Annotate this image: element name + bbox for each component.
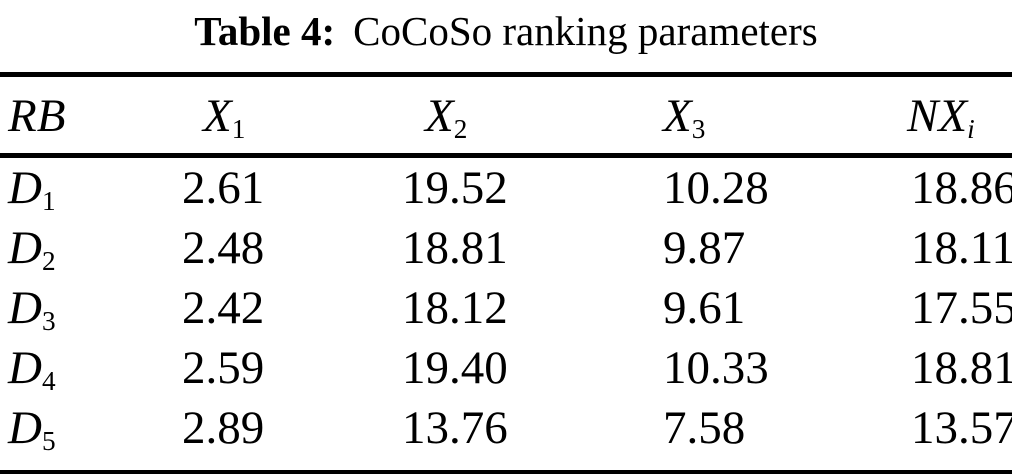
row-label-d2: D2 [8, 222, 56, 276]
table-caption-label: Table 4: [194, 8, 336, 54]
cell-d4-x3: 10.33 [663, 342, 769, 394]
row-label-d1: D1 [8, 162, 56, 216]
cell-d2-nxi: 18.11 [911, 222, 1012, 274]
table-header: RB X1 X2 X3 NXi [0, 74, 1012, 158]
cell-d2-x1: 2.48 [182, 222, 265, 274]
cell-d1-x3: 10.28 [663, 162, 769, 214]
table-caption-text: CoCoSo ranking parameters [353, 8, 818, 54]
row-label-d5: D5 [8, 402, 56, 456]
cell-d1-nxi: 18.86 [911, 162, 1012, 214]
row-label-d3: D3 [8, 282, 56, 336]
cell-d3-x1: 2.42 [182, 282, 265, 334]
header-cell-x1: X1 [174, 74, 394, 158]
cell-d3-x3: 9.61 [663, 282, 746, 334]
cell-d5-x1: 2.89 [182, 402, 265, 454]
cell-d5-x3: 7.58 [663, 402, 746, 454]
cell-d5-x2: 13.76 [402, 402, 508, 454]
cell-d5-nxi: 13.57 [911, 402, 1012, 454]
header-cell-rb: RB [0, 74, 174, 158]
cell-d2-x3: 9.87 [663, 222, 746, 274]
header-cell-nxi: NXi [903, 74, 1012, 158]
header-cell-x3: X3 [655, 74, 903, 158]
header-row: RB X1 X2 X3 NXi [0, 74, 1012, 158]
table-row-d5: D5 2.89 13.76 7.58 13.57 [0, 398, 1012, 472]
cell-d3-nxi: 17.55 [911, 282, 1012, 334]
table-row-d2: D2 2.48 18.81 9.87 18.11 [0, 218, 1012, 278]
cell-d4-x1: 2.59 [182, 342, 265, 394]
cell-d4-x2: 19.40 [402, 342, 508, 394]
cell-d2-x2: 18.81 [402, 222, 508, 274]
table-body: D1 2.61 19.52 10.28 18.86 D2 2.48 18.81 … [0, 156, 1012, 473]
row-label-d4: D4 [8, 342, 56, 396]
table-row-d3: D3 2.42 18.12 9.61 17.55 [0, 278, 1012, 338]
cocoso-parameters-table: RB X1 X2 X3 NXi D1 2.61 19.52 10.28 18.8… [0, 72, 1012, 474]
table-row-d4: D4 2.59 19.40 10.33 18.81 [0, 338, 1012, 398]
table-row-d1: D1 2.61 19.52 10.28 18.86 [0, 156, 1012, 219]
cell-d3-x2: 18.12 [402, 282, 508, 334]
cell-d1-x1: 2.61 [182, 162, 265, 214]
cell-d4-nxi: 18.81 [911, 342, 1012, 394]
cell-d1-x2: 19.52 [402, 162, 508, 214]
table-caption: Table 4: CoCoSo ranking parameters [0, 0, 1012, 72]
header-cell-x2: X2 [394, 74, 655, 158]
